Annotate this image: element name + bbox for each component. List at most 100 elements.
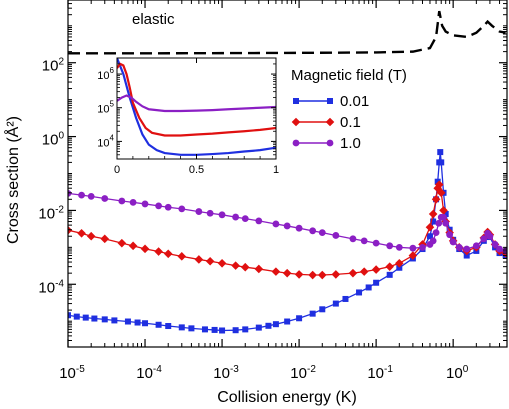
- series-0-01-point: [242, 326, 249, 333]
- series-1-0-point: [446, 231, 454, 239]
- series-0-01-point: [124, 318, 131, 325]
- series-0-1-point: [433, 183, 443, 193]
- series-0-1-point: [100, 234, 110, 244]
- series-1-0-point: [78, 191, 85, 199]
- series-1-0-point: [309, 227, 317, 235]
- inset-y-tick-label: 104: [97, 133, 114, 149]
- legend-0-1-label: 0.1: [340, 114, 361, 131]
- series-0-1-point: [431, 195, 441, 204]
- series-1-0-point: [283, 222, 291, 230]
- series-1-0-point: [232, 213, 240, 221]
- series-0-1-point: [77, 229, 86, 238]
- series-0-1-point: [282, 268, 292, 278]
- inset-y-tick-label: 105: [97, 100, 114, 116]
- series-0-01-point: [437, 149, 444, 156]
- series-0-01-point: [342, 295, 349, 302]
- series-0-1-line: [68, 182, 506, 276]
- series-0-01-point: [438, 159, 445, 166]
- series-elastic-line: [68, 10, 506, 55]
- legend-0-01-marker-right: [327, 98, 333, 104]
- legend-title: Magnetic field (T): [291, 67, 407, 84]
- legend: Magnetic field (T) 0.01 0.1 1.0: [291, 67, 407, 152]
- series-1-0-point: [442, 219, 450, 227]
- inset-y-tick-label: 106: [97, 66, 114, 82]
- series-0-1-point: [86, 231, 96, 241]
- series-1-0-point: [295, 224, 303, 232]
- series-1-0-point: [129, 198, 137, 206]
- main-axes-group: 10-5 10-4 10-3 10-2 10-1 100 10-4 10-2 100 102: [38, 0, 507, 382]
- series-0-1-point: [331, 270, 341, 279]
- series-0-1-point: [217, 258, 227, 268]
- series-1-0-point: [349, 235, 357, 243]
- inset-x-tick-label: 1: [273, 164, 279, 176]
- series-1-0-point: [496, 245, 503, 253]
- series-0-1-point: [117, 238, 127, 248]
- series-1-0-point: [491, 241, 499, 248]
- legend-0-1-marker-left: [291, 117, 301, 127]
- series-0-01-point: [442, 211, 449, 218]
- series-0-01-point: [284, 318, 291, 325]
- series-0-1-point: [231, 261, 240, 270]
- x-tick-label: 100: [446, 364, 469, 382]
- series-0-01-point: [111, 317, 118, 324]
- series-1-0-point: [455, 243, 463, 251]
- series-1-0-point: [440, 213, 447, 221]
- series-1-0-point: [141, 200, 149, 208]
- inset-series-0-1-line: [117, 62, 276, 137]
- series-0-1-point: [177, 252, 187, 261]
- inset-x-tick-label: 0.5: [189, 164, 204, 176]
- y-tick-label: 102: [42, 57, 65, 75]
- series-1-0-point: [218, 211, 226, 219]
- series-1-0-point: [409, 244, 417, 252]
- series-1-0-point: [318, 229, 326, 237]
- x-tick-label: 10-2: [290, 364, 316, 382]
- main-series-group: [68, 10, 507, 334]
- series-0-01-point: [68, 312, 71, 319]
- series-0-01-point: [91, 315, 98, 322]
- series-0-01-point: [255, 324, 262, 331]
- x-tick-label: 10-5: [59, 364, 85, 382]
- series-0-1-point: [205, 256, 215, 266]
- series-0-01-point: [365, 284, 372, 291]
- series-1-0-point: [395, 243, 403, 251]
- series-0-01-point: [219, 327, 226, 334]
- series-1-0-point: [432, 229, 440, 237]
- series-1-0-point: [386, 242, 394, 250]
- series-0-01-point: [319, 306, 326, 313]
- series-0-1-point: [163, 249, 173, 259]
- series-0-01-point: [332, 300, 339, 307]
- legend-0-01-marker-left: [293, 98, 299, 104]
- series-1-0-point: [178, 205, 186, 213]
- series-0-1-point: [294, 270, 304, 279]
- series-1-0-point: [241, 215, 249, 223]
- series-0-01-point: [463, 252, 470, 259]
- series-0-01-point: [165, 323, 172, 330]
- series-1-0-point: [419, 243, 426, 251]
- series-0-1-point: [385, 262, 394, 271]
- series-0-1-point: [254, 264, 264, 274]
- series-1-0-point: [68, 189, 72, 197]
- series-1-0-point: [449, 238, 457, 246]
- series-0-01-point: [272, 321, 279, 328]
- series-0-01-point: [309, 310, 316, 317]
- series-0-1-point: [194, 255, 204, 264]
- series-0-1-point: [68, 225, 73, 235]
- series-1-0-point: [255, 217, 263, 225]
- series-0-01-point: [101, 316, 108, 323]
- inset-series-0-01-line: [117, 58, 276, 156]
- y-tick-label: 100: [42, 131, 65, 149]
- series-0-01-point: [386, 271, 393, 278]
- series-1-0-point: [480, 235, 488, 243]
- x-tick-label: 10-1: [367, 364, 393, 382]
- series-0-01-point: [430, 218, 437, 225]
- series-0-01-point: [232, 327, 239, 334]
- series-0-1-point: [359, 267, 369, 276]
- series-0-01-point: [396, 264, 403, 271]
- series-0-1-point: [434, 180, 444, 189]
- series-0-1-point: [308, 270, 317, 280]
- inset-series-group: [117, 58, 276, 156]
- series-1-0-point: [272, 220, 280, 228]
- series-0-1-point: [428, 209, 438, 219]
- series-0-1-point: [271, 267, 281, 276]
